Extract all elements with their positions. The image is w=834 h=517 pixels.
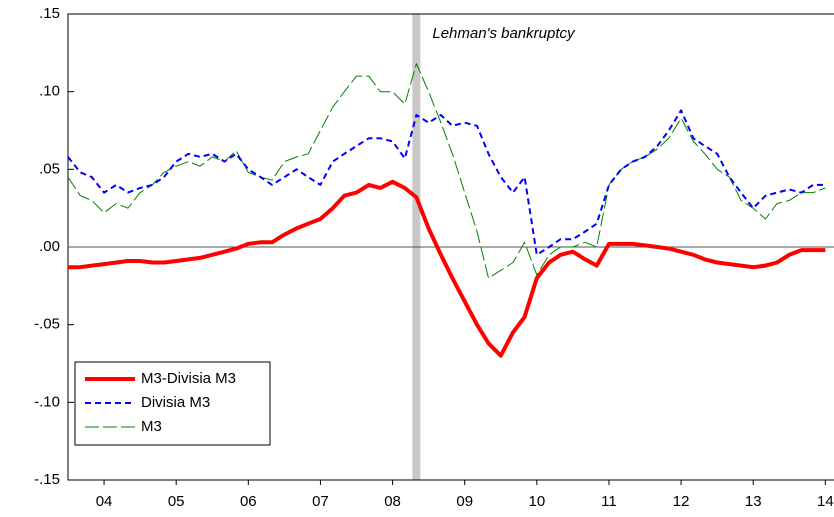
x-tick-label: 04 xyxy=(96,493,113,510)
series-line xyxy=(67,63,826,279)
x-tick-label: 14 xyxy=(817,493,834,510)
y-tick-label: -.15 xyxy=(34,471,60,488)
x-tick-label: 12 xyxy=(673,493,690,510)
x-tick-label: 07 xyxy=(312,493,329,510)
series-line xyxy=(67,109,826,256)
x-tick-label: 08 xyxy=(384,493,401,510)
y-tick-label: .10 xyxy=(39,83,60,100)
y-tick-label: .05 xyxy=(39,160,60,177)
x-tick-label: 09 xyxy=(456,493,473,510)
annotation: Lehman's bankruptcy xyxy=(432,25,576,42)
y-tick-label: -.05 xyxy=(34,316,60,333)
y-tick-label: .00 xyxy=(39,238,60,255)
x-tick-label: 13 xyxy=(745,493,762,510)
legend-label: M3 xyxy=(141,418,162,435)
x-tick-label: 06 xyxy=(240,493,257,510)
legend-label: Divisia M3 xyxy=(141,394,210,411)
series-line xyxy=(68,179,826,358)
x-tick-label: 05 xyxy=(168,493,185,510)
x-tick-label: 10 xyxy=(528,493,545,510)
y-tick-label: .15 xyxy=(39,5,60,22)
legend-label: M3-Divisia M3 xyxy=(141,370,236,387)
y-tick-label: -.10 xyxy=(34,393,60,410)
x-tick-label: 11 xyxy=(601,493,617,510)
